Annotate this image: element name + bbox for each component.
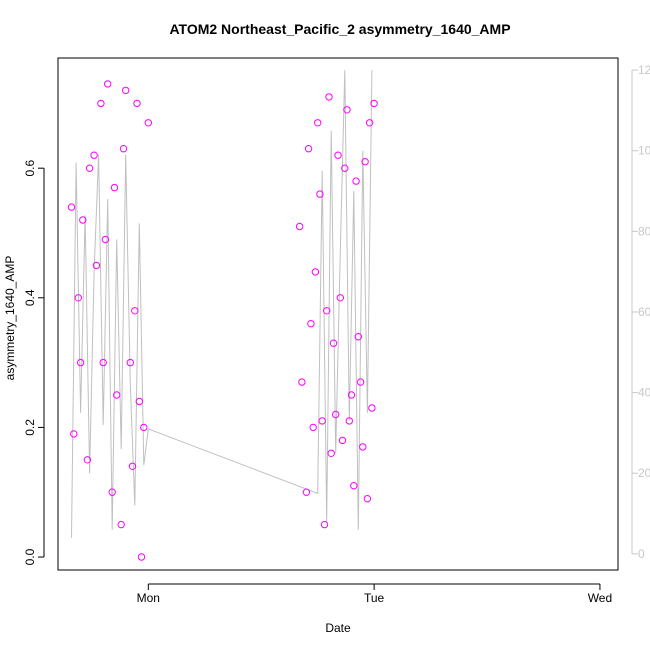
chart-title: ATOM2 Northeast_Pacific_2 asymmetry_1640… — [169, 21, 510, 37]
data-point — [108, 488, 116, 496]
data-point — [325, 93, 333, 101]
data-point — [338, 436, 347, 445]
data-point — [133, 99, 141, 108]
data-point — [119, 145, 128, 153]
data-point — [131, 307, 139, 315]
data-point — [314, 119, 322, 127]
y-axis-left: 0.0 0.2 0.4 0.6 — [23, 160, 45, 565]
data-point — [347, 391, 356, 399]
data-point — [302, 488, 311, 496]
data-point — [356, 378, 365, 386]
right-tick-label: 8000 — [638, 224, 650, 238]
data-point — [363, 495, 372, 503]
data-point — [99, 358, 107, 367]
data-point — [318, 417, 326, 425]
data-point — [137, 553, 146, 561]
data-point — [352, 177, 360, 185]
data-point — [92, 261, 101, 270]
data-point — [370, 99, 378, 108]
y-axis-right: 0 2000 4000 6000 8000 10000 12000 — [631, 63, 650, 561]
plot-frame — [57, 57, 619, 571]
y-axis-label: asymmetry_1640_AMP — [3, 256, 17, 381]
x-axis-label: Date — [325, 621, 351, 635]
data-point — [345, 417, 353, 425]
left-tick-label: 0.4 — [23, 289, 37, 306]
right-tick-label: 4000 — [638, 386, 650, 400]
data-point — [343, 106, 351, 114]
left-tick-label: 0.2 — [23, 419, 37, 436]
data-point — [307, 320, 315, 328]
data-point — [104, 80, 112, 88]
data-point — [311, 268, 320, 276]
data-point — [97, 99, 105, 108]
data-point — [341, 164, 349, 172]
right-tick-label: 2000 — [638, 466, 650, 480]
points-series — [67, 80, 378, 561]
data-point — [117, 520, 125, 529]
data-point — [323, 307, 331, 315]
bottom-tick-label: Wed — [588, 591, 612, 605]
x-axis: Mon Tue Wed — [137, 583, 612, 605]
data-point — [327, 449, 335, 457]
line-series — [71, 70, 373, 538]
data-point — [334, 151, 342, 159]
data-point — [110, 183, 119, 192]
data-point — [368, 404, 376, 412]
data-point — [144, 119, 153, 127]
right-tick-label: 6000 — [638, 305, 650, 319]
data-point — [83, 456, 92, 464]
data-point — [332, 410, 340, 419]
data-point — [295, 222, 304, 231]
left-tick-label: 0.6 — [23, 160, 37, 177]
data-point — [76, 358, 85, 367]
data-point — [309, 423, 317, 432]
data-point — [361, 158, 369, 166]
data-point — [70, 430, 78, 438]
data-point — [316, 190, 324, 198]
data-point — [329, 339, 338, 347]
data-point — [298, 378, 306, 386]
bottom-tick-label: Tue — [364, 591, 385, 605]
data-point — [365, 119, 374, 127]
series-line — [71, 70, 373, 538]
data-point — [350, 482, 358, 490]
left-tick-label: 0.0 — [23, 548, 37, 565]
bottom-tick-label: Mon — [137, 591, 160, 605]
data-point — [140, 423, 148, 432]
data-point — [320, 520, 329, 529]
data-point — [67, 203, 76, 211]
data-point — [135, 397, 144, 406]
data-point — [354, 333, 362, 341]
data-point — [90, 151, 98, 159]
data-point — [85, 164, 94, 172]
data-point — [74, 294, 83, 302]
right-tick-label: 12000 — [638, 63, 650, 77]
data-point — [336, 294, 344, 302]
data-point — [122, 86, 130, 95]
data-point — [304, 145, 313, 153]
data-point — [359, 443, 367, 451]
data-point — [128, 462, 137, 470]
data-point — [113, 391, 121, 399]
data-point — [79, 216, 87, 224]
data-point — [101, 235, 110, 244]
right-tick-label: 10000 — [638, 144, 650, 158]
right-tick-label: 0 — [638, 547, 645, 561]
data-point — [126, 358, 135, 367]
